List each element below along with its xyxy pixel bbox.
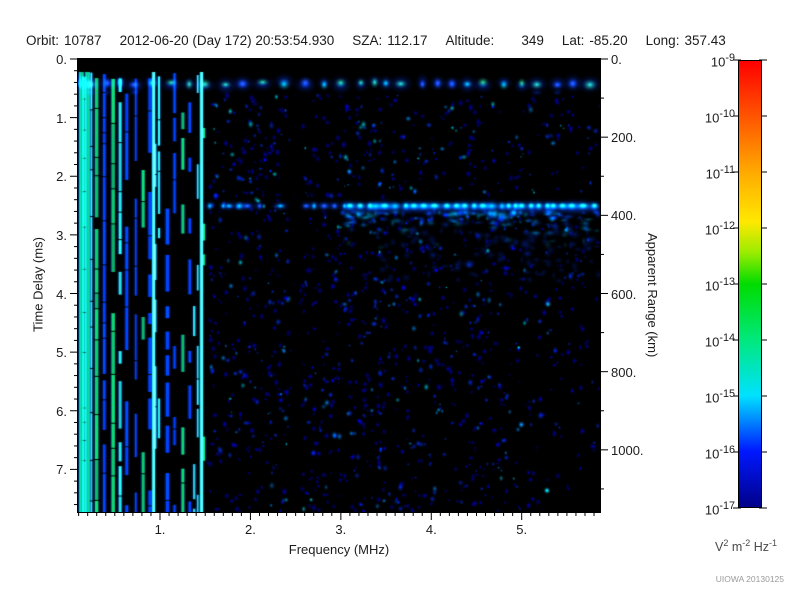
header-item: Altitude: 349: [446, 33, 544, 48]
x-tick-label: 4.: [425, 522, 437, 537]
colorbar-tick-base: 10: [704, 278, 720, 294]
colorbar-tick-exp: -12: [719, 220, 735, 232]
colorbar-tick-label: 10-10: [663, 108, 735, 125]
y-left-tick-label: 0.: [56, 52, 67, 67]
y-left-tick-label: 4.: [56, 286, 67, 302]
colorbar-tick-exp: -13: [719, 276, 735, 288]
x-tick-label: 1.: [154, 522, 166, 537]
y-right-tick-label: 200.: [611, 130, 637, 146]
header-value: 2012-06-20 (Day 172) 20:53:54.930: [119, 33, 335, 48]
header-label: Orbit:: [26, 33, 60, 48]
header-label: Lat:: [561, 33, 585, 48]
x-axis-label: Frequency (MHz): [288, 542, 390, 557]
header-value: 357.43: [684, 33, 726, 48]
header-label: Altitude:: [445, 33, 495, 48]
colorbar-tick-label: 10-14: [663, 332, 735, 349]
y-axis-label-right: Apparent Range (km): [645, 232, 660, 358]
y-right-tick-label: 800.: [611, 364, 637, 380]
colorbar-tick-base: 10: [704, 446, 720, 462]
y-left-tick-label: 2.: [56, 169, 67, 185]
header-item: Orbit: 10787: [26, 33, 102, 48]
unit-hz-exp: -1: [769, 538, 778, 548]
y-left-tick-label: 1.: [56, 110, 67, 126]
x-tick-label: 2.: [245, 522, 256, 537]
x-axis-ticks: [78, 512, 595, 520]
header-value: 349: [521, 33, 544, 48]
y-left-tick-label: 7.: [56, 462, 67, 478]
colorbar-tick-base: 10: [704, 222, 720, 238]
colorbar-tick-exp: -16: [719, 444, 735, 456]
colorbar-tick-label: 10-15: [663, 388, 735, 405]
header-label: SZA:: [352, 33, 383, 48]
header-label: Long:: [645, 33, 680, 48]
y-right-tick-label: 600.: [611, 286, 637, 302]
credit-text: UIOWA 20130125: [715, 574, 784, 584]
y-left-tick-label: 5.: [56, 345, 67, 361]
y-left-tick-label: 3.: [56, 227, 67, 243]
spectrogram-canvas: [78, 59, 600, 512]
header-value: 112.17: [387, 33, 428, 48]
colorbar-tick-base: 10: [704, 110, 720, 126]
unit-m-exp: -2: [742, 538, 751, 548]
unit-m: m: [731, 540, 743, 555]
colorbar-tick-base: 10: [704, 502, 720, 518]
colorbar-tick-base: 10: [704, 334, 720, 350]
y-right-tick-label: 400.: [611, 208, 637, 224]
y-right-tick-label: 1000.: [611, 442, 644, 458]
colorbar-tick-base: 10: [710, 54, 726, 70]
unit-v: V: [714, 540, 724, 555]
header-item: 2012-06-20 (Day 172) 20:53:54.930: [120, 33, 335, 48]
unit-v-exp: 2: [723, 538, 729, 548]
colorbar-tick-exp: -14: [719, 332, 735, 344]
header-item: SZA: 112.17: [352, 33, 427, 48]
colorbar-tick-label: 10-17: [663, 500, 735, 517]
colorbar-tick-exp: -9: [725, 52, 735, 64]
spectrogram-plot: [78, 59, 600, 512]
y-left-axis-ticks: [70, 58, 78, 506]
y-right-tick-label: 0.: [611, 52, 622, 67]
colorbar-tick-base: 10: [705, 166, 721, 182]
y-right-axis-ticks: [600, 58, 608, 490]
unit-hz: Hz: [753, 540, 770, 555]
x-tick-label: 3.: [335, 522, 347, 537]
colorbar-tick-exp: -11: [720, 164, 735, 176]
header-item: Long: 357.43: [646, 33, 726, 48]
header-item: Lat: -85.20: [562, 33, 628, 48]
colorbar-tick-label: 10-11: [663, 164, 735, 181]
colorbar-tick-exp: -10: [719, 108, 735, 120]
colorbar-tick-base: 10: [704, 390, 720, 406]
colorbar-tick-exp: -15: [719, 388, 735, 400]
colorbar-tick-label: 10-16: [663, 444, 735, 461]
colorbar-tick-exp: -17: [719, 500, 735, 512]
colorbar-unit-label: V2 m-2 Hz-1: [676, 538, 800, 554]
x-tick-label: 5.: [516, 522, 528, 537]
header-value: -85.20: [589, 33, 628, 48]
colorbar-tick-label: 10-9: [663, 52, 735, 69]
colorbar-tick-label: 10-12: [663, 220, 735, 237]
y-left-tick-label: 6.: [56, 403, 67, 419]
colorbar-gradient: [738, 60, 762, 508]
header-info: Orbit: 10787 2012-06-20 (Day 172) 20:53:54…: [26, 33, 796, 51]
colorbar-tick-label: 10-13: [663, 276, 735, 293]
header-value: 10787: [64, 33, 102, 48]
